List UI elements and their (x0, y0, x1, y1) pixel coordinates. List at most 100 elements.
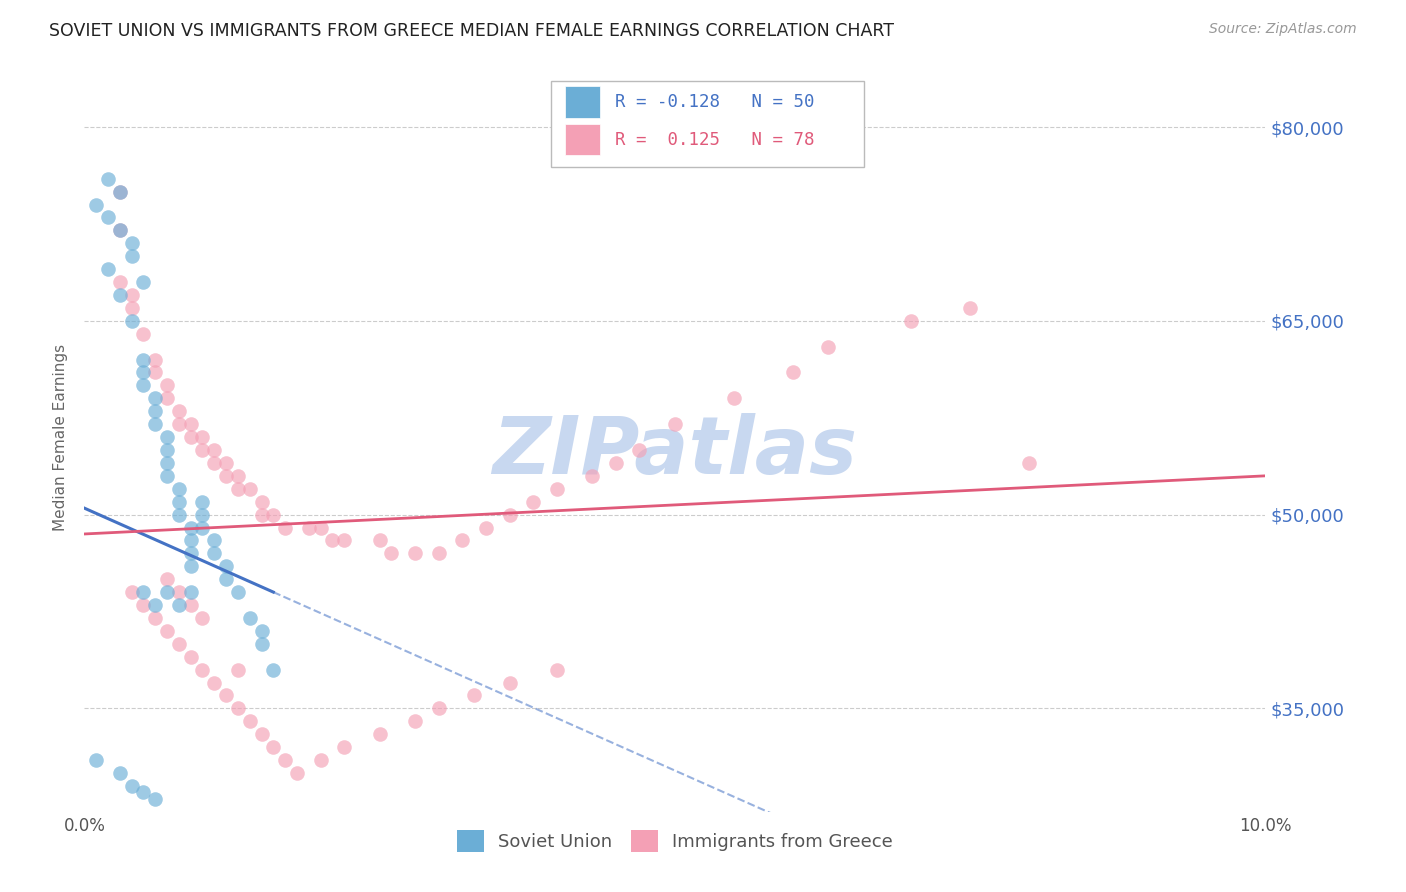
Point (97, 171, 120, 186)
Point (274, 753, 297, 767)
Legend: Soviet Union, Immigrants from Greece: Soviet Union, Immigrants from Greece (450, 822, 900, 859)
Point (143, 611, 166, 625)
Point (285, 766, 308, 780)
Point (522, 494, 544, 508)
Point (108, 185, 131, 199)
Point (180, 546, 202, 560)
Point (132, 352, 155, 367)
Point (108, 185, 131, 199)
Point (215, 456, 238, 470)
Point (475, 520, 498, 534)
Point (121, 249, 143, 263)
Point (546, 482, 568, 496)
Point (191, 430, 214, 444)
Point (108, 288, 131, 302)
FancyBboxPatch shape (565, 87, 600, 118)
Point (239, 482, 262, 496)
Point (498, 508, 520, 522)
Point (121, 301, 143, 315)
Point (156, 392, 179, 406)
Point (108, 223, 131, 237)
Point (250, 508, 273, 522)
Point (262, 663, 284, 677)
Point (900, 314, 922, 328)
FancyBboxPatch shape (551, 81, 863, 168)
Point (628, 442, 651, 457)
Point (959, 301, 981, 315)
Point (132, 785, 155, 799)
Point (167, 598, 190, 612)
Point (167, 404, 190, 418)
Point (97, 211, 120, 225)
Point (191, 520, 214, 534)
Point (250, 494, 273, 508)
Point (156, 468, 179, 483)
Point (167, 637, 190, 651)
Point (380, 546, 402, 560)
Point (97, 262, 120, 277)
Point (132, 598, 155, 612)
Point (605, 456, 627, 470)
Point (191, 611, 214, 625)
Point (132, 585, 155, 599)
Point (202, 546, 225, 560)
Point (215, 689, 238, 703)
Text: R = -0.128   N = 50: R = -0.128 N = 50 (614, 93, 814, 112)
Point (156, 624, 179, 638)
Point (262, 740, 284, 755)
Point (202, 442, 225, 457)
Point (132, 378, 155, 392)
Point (143, 404, 166, 418)
Point (84, 753, 107, 767)
Point (239, 714, 262, 729)
Point (404, 714, 426, 729)
Point (191, 442, 214, 457)
Point (167, 585, 190, 599)
Point (180, 533, 202, 548)
Point (215, 559, 238, 574)
Point (156, 585, 179, 599)
Point (202, 675, 225, 690)
Point (121, 236, 143, 251)
Point (167, 494, 190, 508)
FancyBboxPatch shape (565, 124, 600, 155)
Point (191, 663, 214, 677)
Point (132, 366, 155, 380)
Point (132, 275, 155, 289)
Point (156, 572, 179, 586)
Point (581, 468, 603, 483)
Point (368, 727, 391, 741)
Point (108, 223, 131, 237)
Point (143, 792, 166, 806)
Point (226, 468, 249, 483)
Point (108, 275, 131, 289)
Text: ZIPatlas: ZIPatlas (492, 413, 858, 491)
Point (309, 753, 332, 767)
Text: SOVIET UNION VS IMMIGRANTS FROM GREECE MEDIAN FEMALE EARNINGS CORRELATION CHART: SOVIET UNION VS IMMIGRANTS FROM GREECE M… (49, 22, 894, 40)
Point (498, 675, 520, 690)
Point (333, 740, 356, 755)
Point (1018, 456, 1040, 470)
Text: R =  0.125   N = 78: R = 0.125 N = 78 (614, 130, 814, 149)
Point (368, 533, 391, 548)
Point (180, 649, 202, 664)
Point (180, 430, 202, 444)
Point (333, 533, 356, 548)
Point (156, 378, 179, 392)
Point (167, 417, 190, 432)
Point (215, 572, 238, 586)
Point (782, 366, 804, 380)
Point (143, 417, 166, 432)
Point (202, 456, 225, 470)
Point (121, 585, 143, 599)
Point (309, 520, 332, 534)
Point (121, 314, 143, 328)
Point (250, 727, 273, 741)
Point (167, 508, 190, 522)
Point (298, 520, 321, 534)
Point (202, 533, 225, 548)
Point (167, 482, 190, 496)
Point (108, 766, 131, 780)
Point (215, 468, 238, 483)
Point (121, 288, 143, 302)
